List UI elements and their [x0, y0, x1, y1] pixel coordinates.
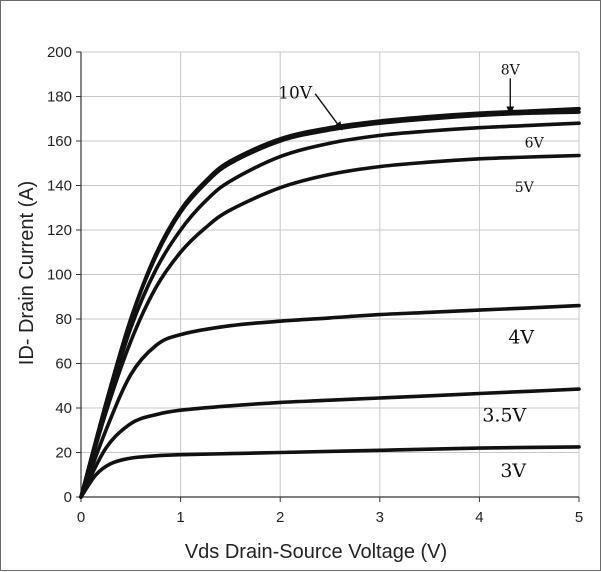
y-tick-label: 180 [47, 89, 72, 106]
y-tick-label: 60 [55, 356, 72, 373]
y-tick-label: 200 [47, 44, 72, 61]
x-tick-label: 1 [176, 509, 184, 526]
y-tick-label: 0 [64, 489, 72, 506]
curve-label: 5V [515, 180, 535, 196]
curve-3V [79, 445, 581, 499]
x-axis-title: Vds Drain-Source Voltage (V) [185, 541, 447, 563]
y-tick-label: 120 [47, 222, 72, 239]
curve-8V [79, 110, 581, 499]
x-tick-label: 5 [575, 509, 583, 526]
curves [79, 106, 581, 499]
label-arrow [314, 93, 343, 131]
y-tick-label: 160 [47, 133, 72, 150]
curve-3_5V [79, 387, 581, 499]
curve-label: 8V [501, 62, 521, 78]
curve-label: 4V [508, 326, 534, 348]
curve-label: 3V [500, 460, 526, 482]
curve-labels: 10V 8V 6V 5V 4V 3.5V 3V [278, 62, 544, 482]
y-tick-label: 80 [55, 311, 72, 328]
axes: 0 20 40 60 80 100 120 140 160 180 200 0 1 2 3 4 5 [47, 44, 583, 526]
y-tick-label: 100 [47, 267, 72, 284]
x-tick-label: 0 [77, 509, 85, 526]
curve-10V [79, 106, 581, 499]
x-tick-label: 3 [376, 509, 384, 526]
curve-label: 3.5V [482, 404, 526, 426]
curve-4V [79, 303, 581, 499]
grid [80, 51, 580, 498]
x-tick-label: 2 [276, 509, 284, 526]
y-tick-label: 40 [55, 400, 72, 417]
curve-label: 10V [278, 84, 313, 104]
curve-label: 6V [525, 136, 545, 152]
x-tick-label: 4 [475, 509, 483, 526]
curve-6V [79, 121, 581, 499]
y-axis-title: ID- Drain Current (A) [16, 181, 38, 365]
y-tick-label: 140 [47, 178, 72, 195]
y-tick-label: 20 [55, 445, 72, 462]
curve-5V [79, 153, 581, 499]
